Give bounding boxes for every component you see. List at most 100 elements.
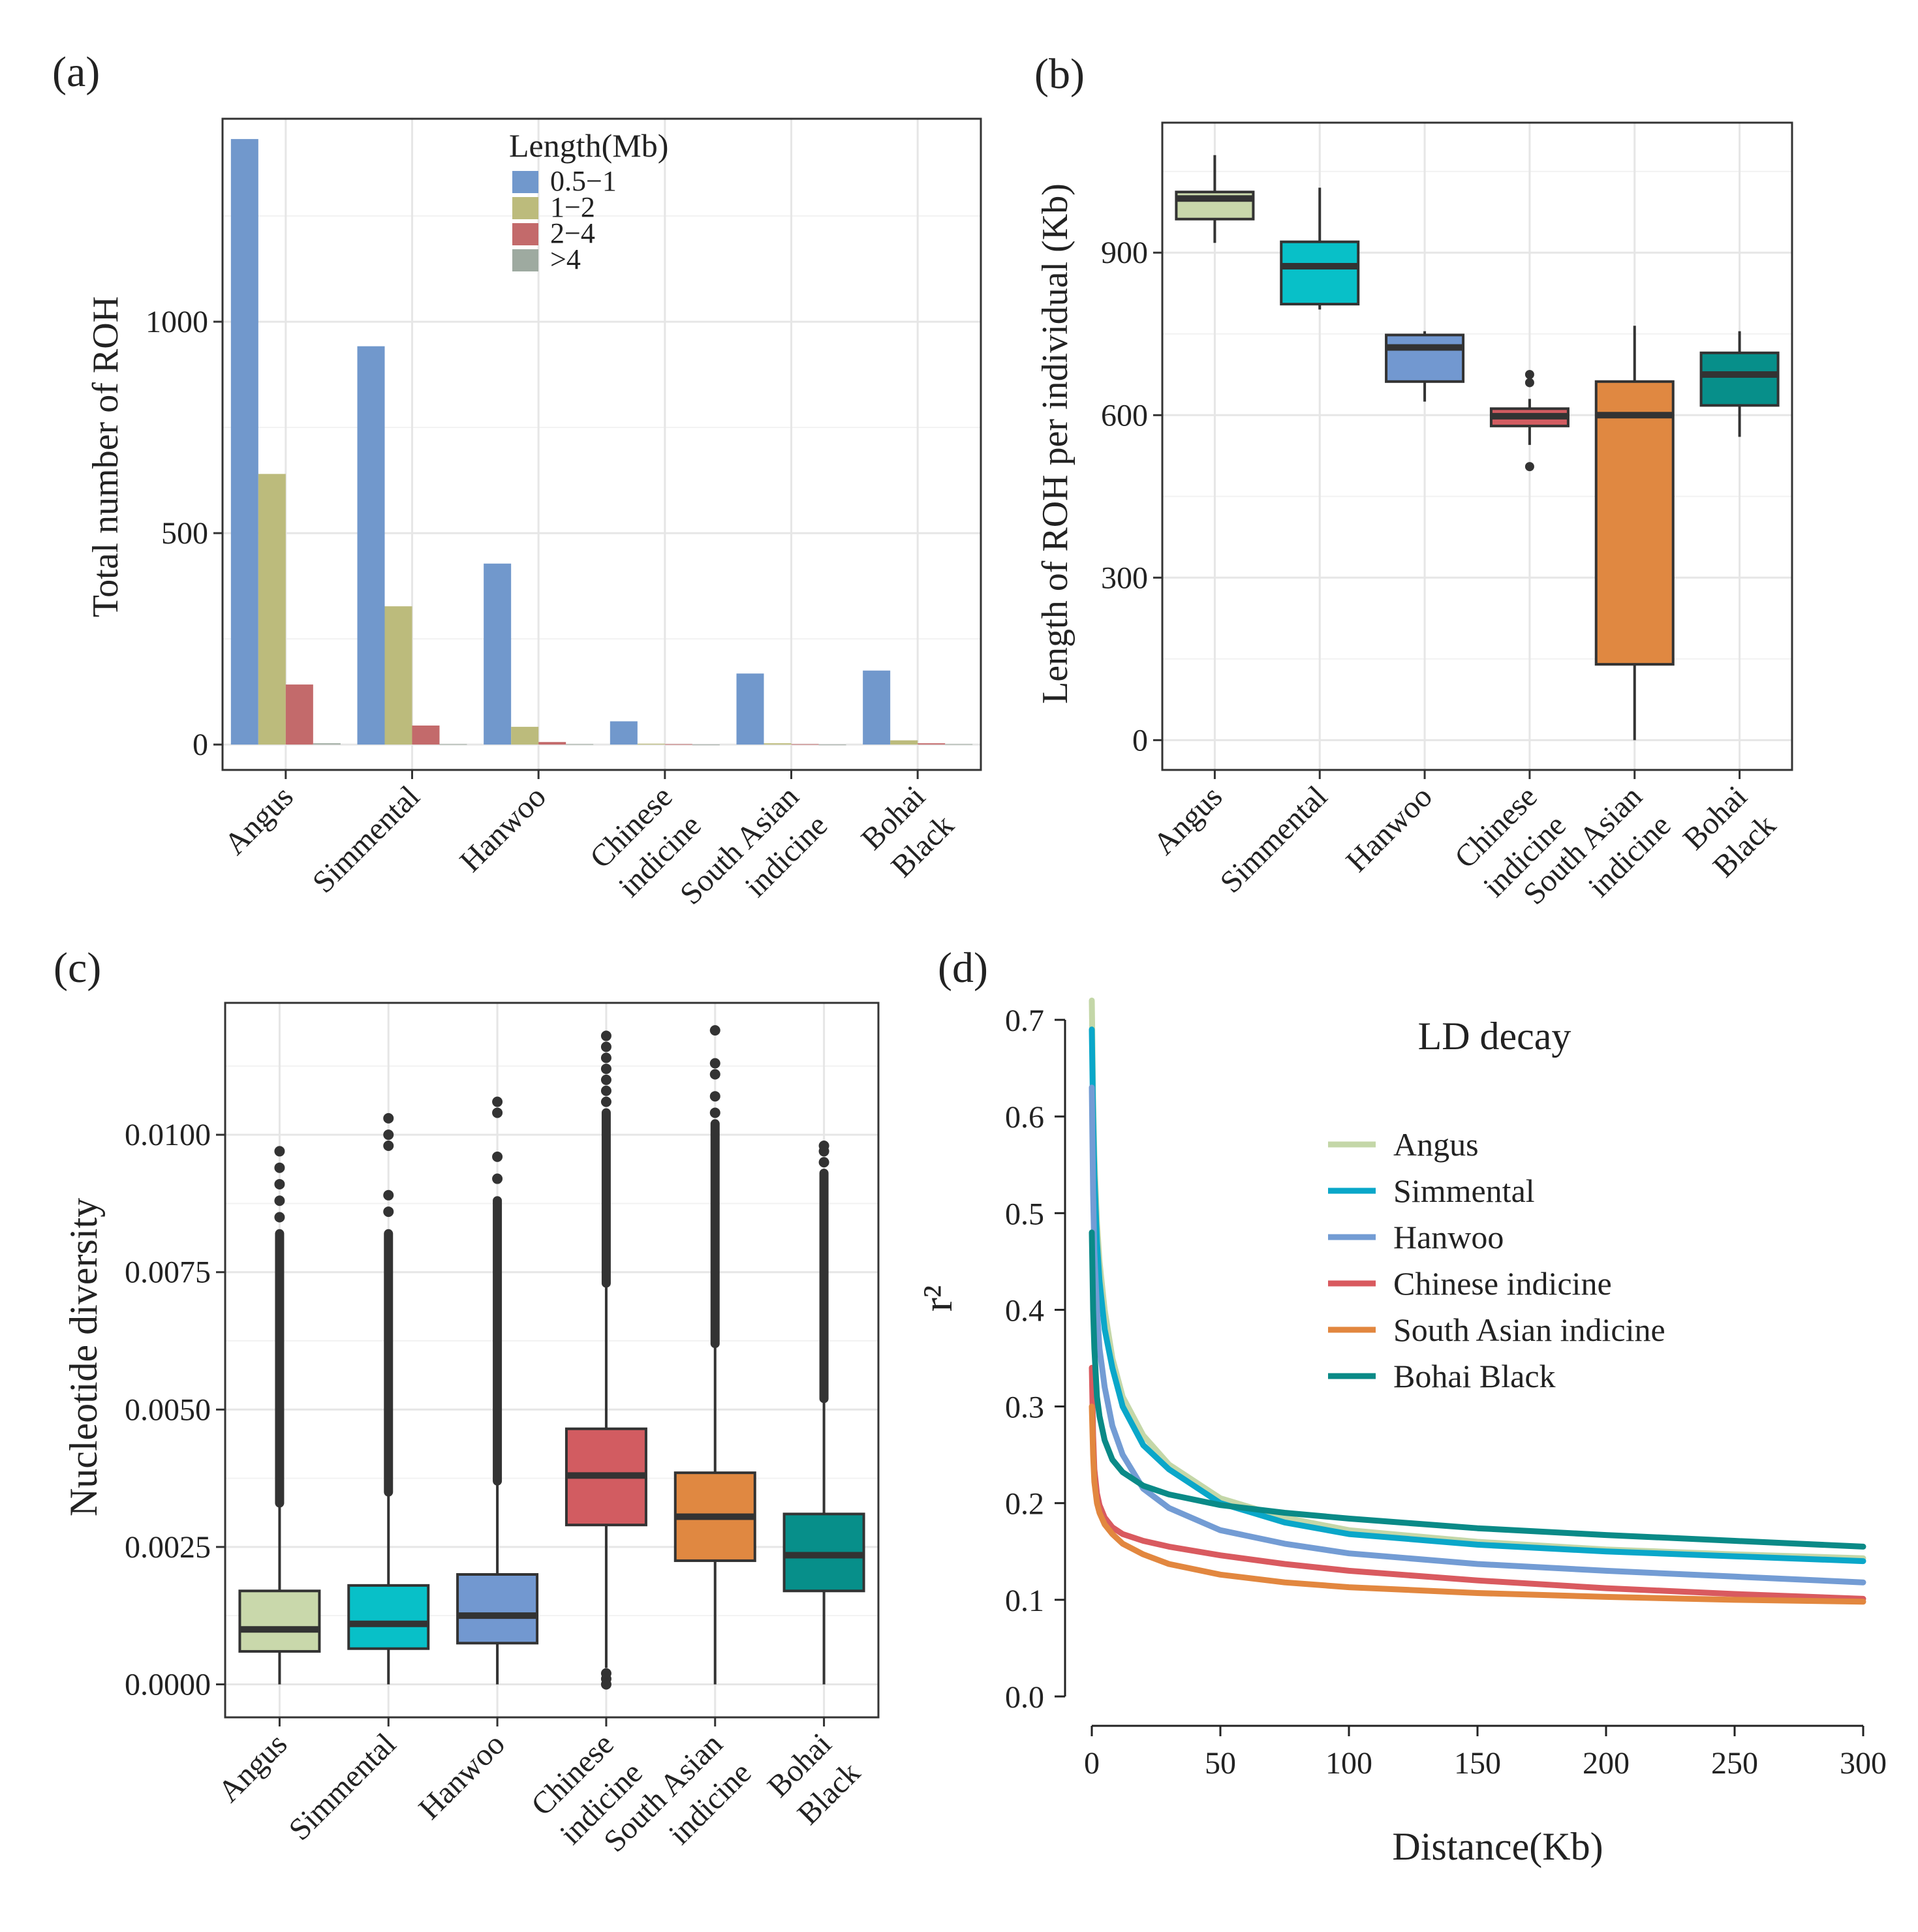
panel-c-outlier-point	[600, 1074, 611, 1085]
panel-b-outlier-point	[1524, 462, 1534, 472]
panel-a-legend-label: 1−2	[550, 191, 595, 223]
panel-c-outlier-point	[274, 1146, 285, 1157]
panel-d-ytick-label: 0.4	[1005, 1293, 1044, 1328]
panel-b-box	[1280, 240, 1360, 306]
panel-c-box	[347, 1584, 430, 1650]
panel-c-outlier-point	[600, 1096, 611, 1107]
panel-a-legend-swatch	[512, 249, 538, 271]
panel-c-ytick-label: 0.0000	[125, 1667, 211, 1702]
panel-d-ytick-label: 0.7	[1005, 1004, 1044, 1038]
panel-a-bar	[412, 725, 440, 745]
panel-d-ylabel: r²	[914, 1285, 961, 1312]
panel-d-xtick-label: 0	[1084, 1746, 1100, 1781]
panel-d-xtick-label: 200	[1583, 1746, 1630, 1781]
panel-d-ytick-label: 0.1	[1005, 1584, 1044, 1618]
panel-a-bar	[890, 740, 918, 745]
panel-d-legend-label: Hanwoo	[1393, 1219, 1504, 1255]
panel-a-bar	[285, 684, 313, 745]
panel-a-bar	[357, 346, 385, 745]
panel-d-xtick-label: 100	[1325, 1746, 1372, 1781]
panel-c-box	[456, 1573, 539, 1645]
panel-c-ytick-label: 0.0100	[125, 1118, 211, 1152]
panel-c-outlier-point	[492, 1151, 503, 1162]
panel-c-ytick-label: 0.0025	[125, 1530, 211, 1565]
panel-c-outlier-point	[709, 1091, 720, 1102]
panel-c-outlier-point	[383, 1206, 394, 1218]
panel-d-title: LD decay	[1418, 1015, 1571, 1058]
panel-d-xtick-label: 50	[1205, 1746, 1236, 1781]
panel-a-bar	[258, 474, 286, 745]
panel-d-ytick-label: 0.5	[1005, 1197, 1044, 1231]
panel-a-ytick-label: 500	[161, 516, 208, 551]
panel-c-outlier-point	[383, 1112, 394, 1124]
panel-c-frame	[224, 1002, 880, 1719]
panel-d-ld-decay-chart: LD decay Distance(Kb) r² 0.0 0.1 0.2 0.3 0.4…	[914, 997, 1887, 1868]
panel-d-legend-label: Bohai Black	[1393, 1358, 1556, 1394]
panel-d-ytick-label: 0.6	[1005, 1100, 1044, 1135]
panel-c-outlier-point	[492, 1096, 503, 1107]
panel-a-bar	[384, 606, 412, 745]
panel-c-outlier-point	[274, 1178, 285, 1189]
panel-d-xtick-label: 250	[1711, 1746, 1758, 1781]
panel-c-outlier-point	[492, 1107, 503, 1118]
panel-d-series-line	[1089, 1403, 1866, 1605]
panel-c-box	[238, 1589, 321, 1653]
panel-a-ylabel: Total number of ROH	[85, 296, 126, 617]
panel-a-bar	[736, 673, 764, 745]
panel-a-legend-title: Length(Mb)	[509, 127, 668, 164]
panel-c-outlier-point	[274, 1162, 285, 1173]
panel-a-legend-label: 0.5−1	[550, 165, 617, 197]
panel-c-outlier-point	[600, 1052, 611, 1064]
panel-d-legend-label: Angus	[1393, 1126, 1479, 1163]
panel-c-ytick-label: 0.0050	[125, 1392, 211, 1427]
panel-c-outlier-point	[709, 1107, 720, 1118]
panel-c-outlier-point	[709, 1058, 720, 1069]
panel-a-legend-swatch	[512, 223, 538, 245]
panel-c-outlier-point	[383, 1189, 394, 1201]
panel-b-box	[1699, 351, 1780, 407]
panel-b-frame	[1161, 121, 1793, 771]
panel-c-ytick-label: 0.0075	[125, 1255, 211, 1290]
panel-d-legend-label: South Asian indicine	[1393, 1311, 1665, 1348]
panel-c-outlier-point	[600, 1085, 611, 1096]
panel-a-ytick-label: 1000	[146, 305, 208, 339]
panel-a-bar	[511, 726, 539, 745]
panel-a-bar	[230, 139, 258, 745]
panel-b-ytick-label: 900	[1101, 236, 1148, 270]
panel-d-xlabel: Distance(Kb)	[1392, 1825, 1603, 1868]
panel-a-bar	[610, 721, 638, 745]
panel-a-legend-label: 2−4	[550, 217, 595, 249]
panel-a-bar	[918, 743, 946, 745]
panel-d-ytick-label: 0.2	[1005, 1487, 1044, 1522]
panel-b-outlier-point	[1524, 378, 1534, 388]
panel-tag-a: (a)	[52, 48, 100, 96]
panel-c-outlier-point	[600, 1030, 611, 1041]
panel-a-bar	[863, 670, 891, 745]
panel-b-ylabel: Length of ROH per individual (Kb)	[1035, 183, 1075, 704]
panel-tag-b: (b)	[1034, 50, 1085, 98]
panel-a-bar	[818, 744, 846, 746]
panel-c-outlier-point	[709, 1025, 720, 1036]
panel-c-outlier-point	[818, 1157, 829, 1168]
panel-b-box	[1594, 380, 1675, 666]
panel-d-legend-label: Chinese indicine	[1393, 1265, 1612, 1302]
panel-tag-c: (c)	[54, 944, 101, 992]
panel-a-legend-swatch	[512, 171, 538, 193]
panel-a-bar	[764, 743, 792, 745]
panel-c-outlier-point	[818, 1141, 829, 1151]
panel-c-outlier-point	[383, 1129, 394, 1141]
panel-c-outlier-point	[600, 1064, 611, 1075]
panel-d-legend-label: Simmental	[1393, 1173, 1535, 1209]
panel-a-legend-swatch	[512, 197, 538, 219]
panel-c-outlier-point	[709, 1069, 720, 1080]
panel-b-box	[1385, 333, 1465, 383]
panel-tag-d: (d)	[938, 944, 988, 992]
panel-c-outlier-point	[600, 1041, 611, 1052]
panel-b-ytick-label: 300	[1101, 560, 1148, 595]
panel-b-ytick-label: 0	[1132, 723, 1148, 758]
panel-d-series-line	[1089, 1229, 1866, 1550]
panel-d-ytick-label: 0.0	[1005, 1680, 1044, 1715]
panel-a-bar	[538, 742, 566, 745]
panel-c-outlier-point	[383, 1141, 394, 1151]
